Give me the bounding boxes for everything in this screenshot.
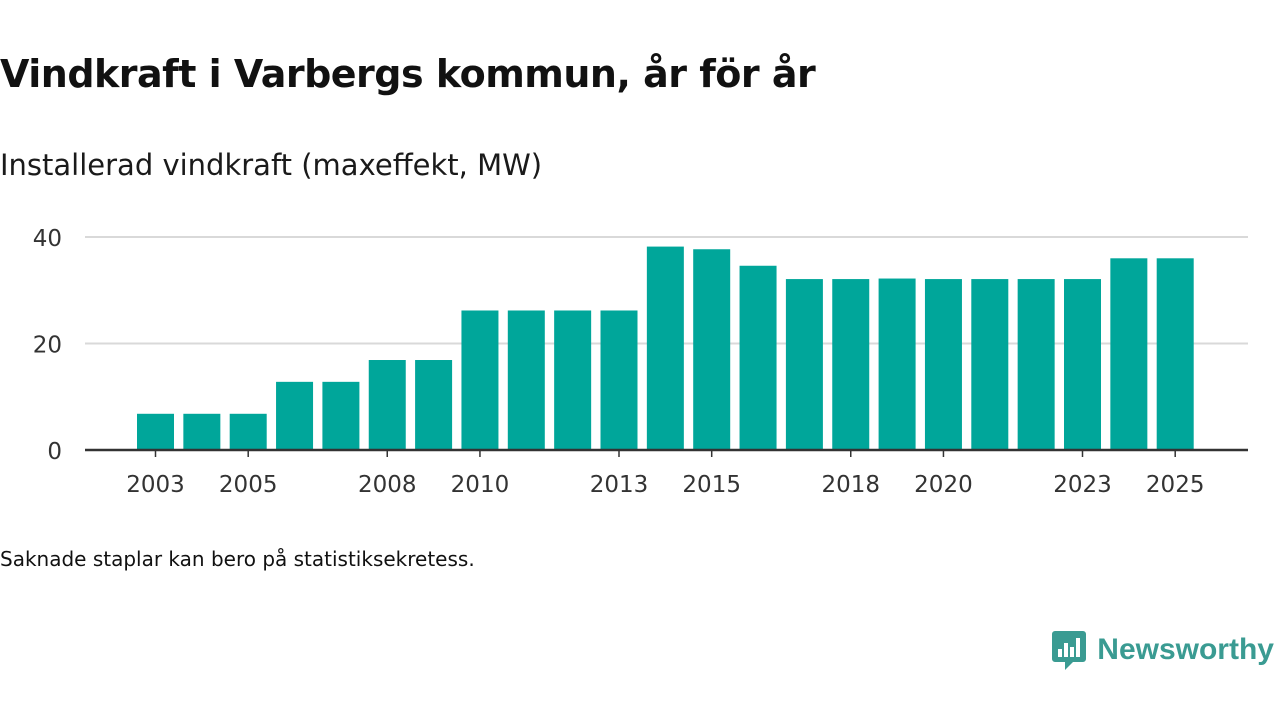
bar-2009: [415, 360, 453, 450]
x-tick-label: 2013: [590, 472, 649, 498]
x-tick-label: 2018: [821, 472, 880, 498]
y-tick-label: 0: [47, 439, 62, 465]
bar-2006: [276, 381, 314, 450]
chart-subtitle: Installerad vindkraft (maxeffekt, MW): [0, 148, 543, 182]
footnote: Saknade staplar kan bero på statistiksek…: [0, 547, 475, 571]
x-tick-label: 2015: [682, 472, 741, 498]
bar-2015: [693, 249, 731, 450]
x-tick-label: 2023: [1053, 472, 1112, 498]
axes: 0 20 40 2003 2005 2008 2010 2013 2015 2018 2020 202…: [33, 226, 1248, 498]
x-tick-label: 2020: [914, 472, 973, 498]
bar-chart: 0 20 40 2003 2005 2008 2010 2013 2015 2018 2020 202…: [33, 226, 1248, 498]
bar-2022: [1017, 279, 1055, 450]
bar-2020: [924, 279, 962, 450]
bar-2003: [137, 413, 174, 450]
bar-2011: [507, 310, 545, 450]
bar-2023: [1064, 279, 1101, 450]
bar-2005: [229, 413, 267, 450]
bar-2017: [785, 279, 823, 450]
bar-2014: [646, 246, 684, 450]
y-tick-label: 40: [33, 226, 62, 252]
bar-2019: [878, 278, 916, 450]
bars: [137, 246, 1194, 450]
bar-2024: [1110, 258, 1148, 450]
newsworthy-logo: Newsworthy: [1051, 628, 1274, 672]
bar-2018: [832, 279, 870, 450]
chart-title: Vindkraft i Varbergs kommun, år för år: [0, 52, 816, 96]
y-tick-label: 20: [33, 333, 62, 359]
x-tick-label: 2025: [1146, 472, 1205, 498]
brand-name: Newsworthy: [1097, 633, 1274, 666]
bar-2010: [461, 310, 499, 450]
x-tick-label: 2010: [451, 472, 510, 498]
x-tick-label: 2003: [126, 472, 185, 498]
bar-2008: [368, 360, 406, 450]
bar-2007: [322, 381, 360, 450]
bar-2004: [183, 413, 221, 450]
x-tick-label: 2005: [219, 472, 278, 498]
bar-2013: [600, 310, 638, 450]
bar-2025: [1156, 258, 1194, 450]
bar-2021: [971, 279, 1009, 450]
bar-2016: [739, 265, 777, 450]
x-tick-label: 2008: [358, 472, 417, 498]
bar-2012: [554, 310, 592, 450]
newsworthy-logo-icon: [1052, 631, 1087, 670]
